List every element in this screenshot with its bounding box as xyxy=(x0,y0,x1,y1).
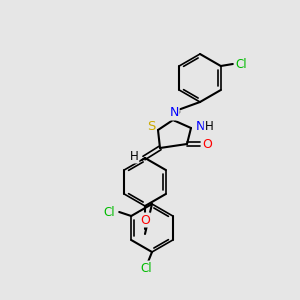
Text: Cl: Cl xyxy=(235,58,247,70)
Text: H: H xyxy=(130,149,138,163)
Text: S: S xyxy=(147,121,155,134)
Text: O: O xyxy=(202,137,212,151)
Text: H: H xyxy=(205,121,213,134)
Text: N: N xyxy=(169,106,179,119)
Text: Cl: Cl xyxy=(103,206,115,218)
Text: O: O xyxy=(140,214,150,226)
Text: Cl: Cl xyxy=(140,262,152,275)
Text: N: N xyxy=(195,121,205,134)
